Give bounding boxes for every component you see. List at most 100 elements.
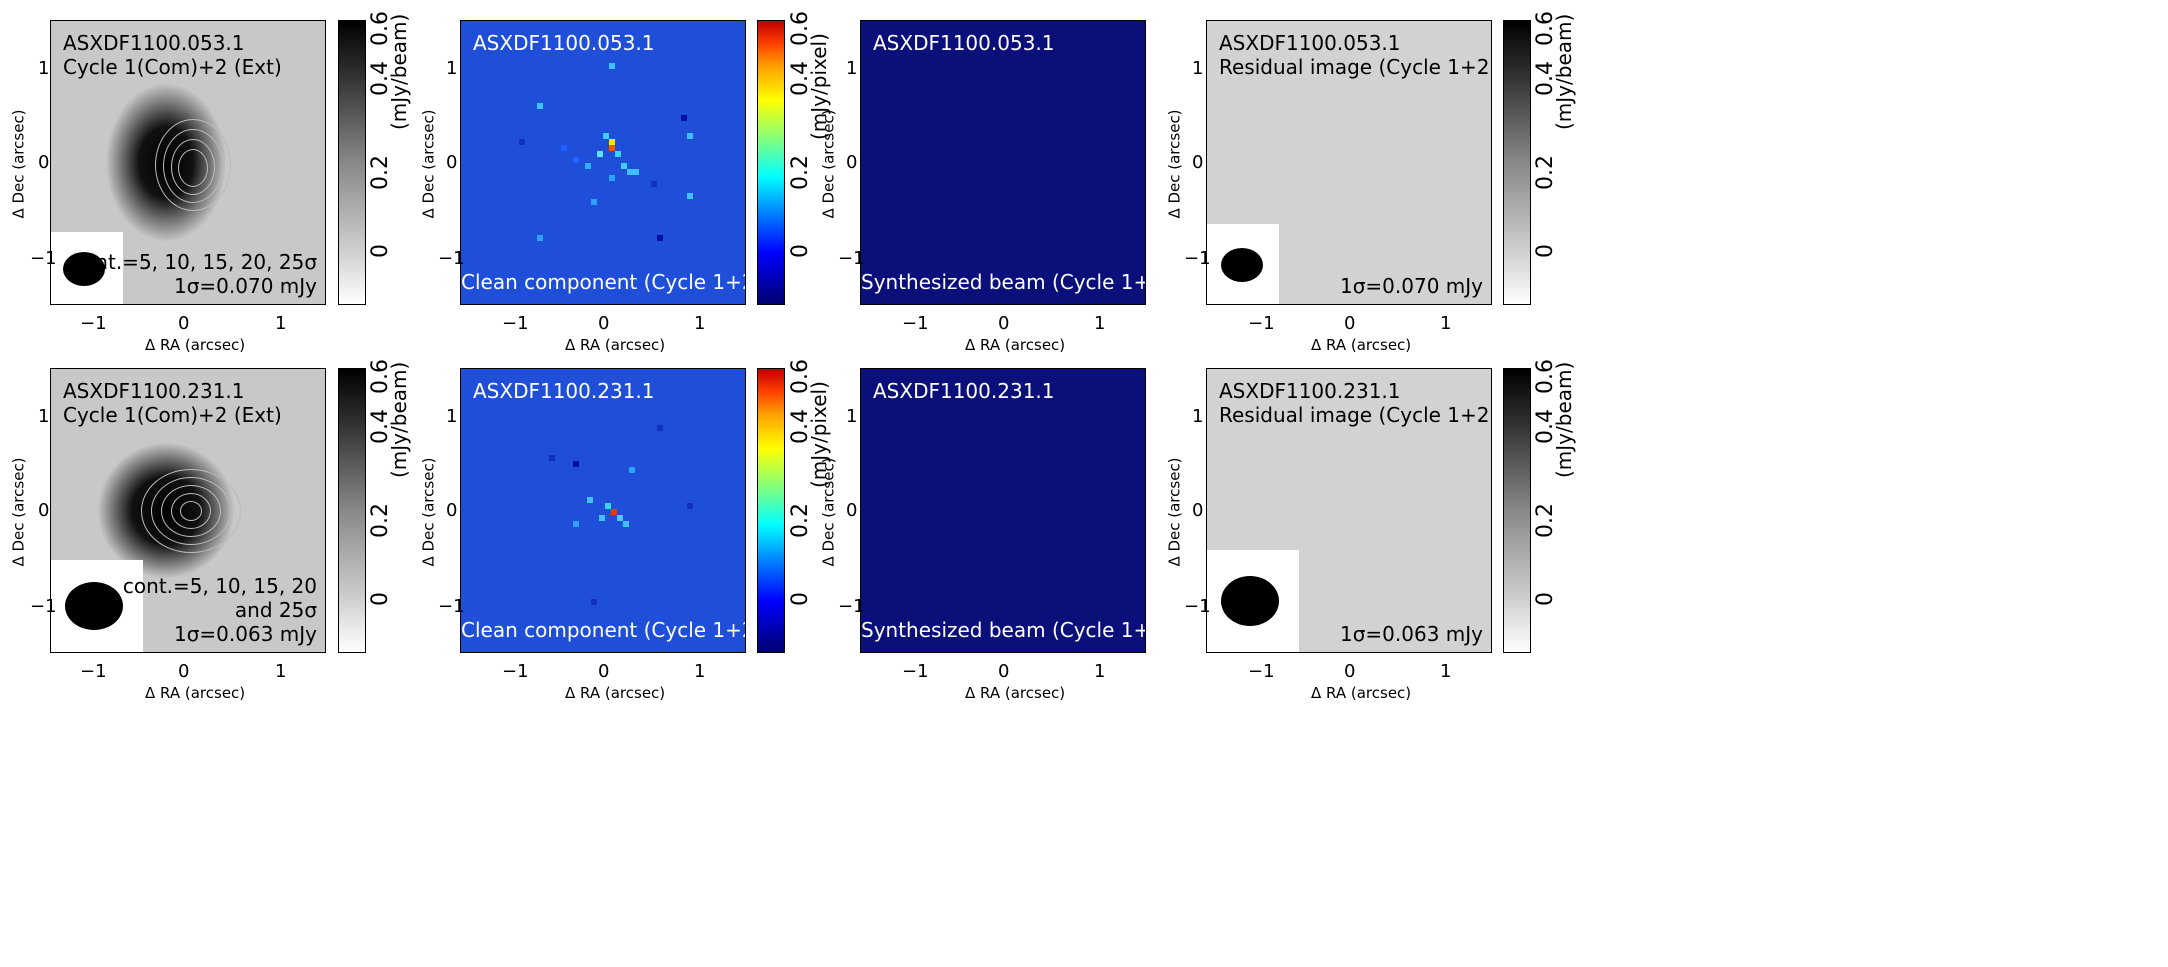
clean-pixel: [573, 521, 579, 527]
clean-pixel: [687, 133, 693, 139]
clean-pixel: [519, 139, 525, 145]
cbar-tick-0: 0: [1533, 592, 1558, 606]
clean-pixel: [573, 157, 579, 163]
ytick-m1: −1: [438, 596, 465, 617]
beam-inset: [51, 560, 143, 652]
xtick-1: 1: [694, 661, 706, 682]
colorbar-gray-row1: [338, 20, 366, 305]
xtick-1: 1: [1440, 313, 1452, 334]
clean-component-panel-row1: ASXDF1100.053.1 Clean component (Cycle 1…: [460, 20, 746, 305]
source-name: ASXDF1100.053.1: [873, 31, 1055, 55]
clean-pixel: [609, 63, 615, 69]
clean-pixel: [627, 169, 633, 175]
residual-subtitle: Residual image (Cycle 1+2): [1219, 403, 1492, 427]
xtick-m1: −1: [502, 661, 529, 682]
source-name: ASXDF1100.053.1 Cycle 1(Com)+2 (Ext): [63, 31, 282, 79]
x-axis-label: Δ RA (arcsec): [1311, 336, 1412, 354]
beam-inset: [51, 232, 123, 304]
ytick-1: 1: [38, 58, 50, 79]
ytick-1: 1: [38, 406, 50, 427]
clean-pixel: [623, 521, 629, 527]
xtick-0: 0: [998, 313, 1010, 334]
xtick-1: 1: [694, 313, 706, 334]
cbar-unit: (mJy/beam): [387, 361, 411, 478]
xtick-m1: −1: [502, 313, 529, 334]
contour-1: [141, 469, 241, 553]
beam-inset: [1207, 224, 1279, 304]
contour-1: [155, 119, 231, 211]
clean-pixel: [587, 497, 593, 503]
clean-pixel: [615, 151, 621, 157]
xtick-0: 0: [1344, 661, 1356, 682]
contour-3: [171, 139, 215, 195]
beam-label: Synthesized beam (Cycle 1+2): [861, 270, 1146, 294]
ytick-m1: −1: [438, 248, 465, 269]
clean-component-label: Clean component (Cycle 1+2): [461, 270, 746, 294]
ytick-1: 1: [1192, 58, 1204, 79]
xtick-m1: −1: [1248, 313, 1275, 334]
beam-label: Synthesized beam (Cycle 1+2): [861, 618, 1146, 642]
y-axis-label: Δ Dec (arcsec): [1165, 457, 1184, 567]
residual-panel-row2: ASXDF1100.231.1 Residual image (Cycle 1+2…: [1206, 368, 1492, 653]
xtick-1: 1: [1094, 661, 1106, 682]
clean-pixel: [585, 163, 591, 169]
beam-ellipse: [63, 252, 105, 286]
ytick-0: 0: [38, 500, 50, 521]
cbar-tick-02: 0.2: [1533, 155, 1558, 190]
beam-ellipse: [65, 582, 123, 630]
y-axis-label: Δ Dec (arcsec): [9, 109, 28, 219]
residual-panel-row1: ASXDF1100.053.1 Residual image (Cycle 1+2…: [1206, 20, 1492, 305]
xtick-0: 0: [598, 313, 610, 334]
ytick-1: 1: [846, 406, 858, 427]
x-axis-label: Δ RA (arcsec): [1311, 684, 1412, 702]
clean-pixel: [549, 455, 555, 461]
clean-pixel: [537, 235, 543, 241]
source-name: ASXDF1100.231.1 Residual image (Cycle 1+2…: [1219, 379, 1492, 427]
ytick-0: 0: [38, 152, 50, 173]
colorbar-gray-row2: [338, 368, 366, 653]
x-axis-label: Δ RA (arcsec): [145, 336, 246, 354]
clean-pixel: [687, 193, 693, 199]
map-panel-row1: ASXDF1100.053.1 Cycle 1(Com)+2 (Ext) cont…: [50, 20, 326, 305]
xtick-0: 0: [998, 661, 1010, 682]
cbar-tick-0: 0: [788, 244, 813, 258]
cbar-tick-0: 0: [788, 592, 813, 606]
cbar-tick-0: 0: [368, 592, 393, 606]
contour-2: [151, 477, 231, 545]
ytick-m1: −1: [30, 248, 57, 269]
beam-inset: [1207, 550, 1299, 652]
cbar-tick-02: 0.2: [1533, 503, 1558, 538]
ytick-0: 0: [846, 500, 858, 521]
source-name: ASXDF1100.053.1: [473, 31, 655, 55]
clean-pixel: [605, 503, 611, 509]
sigma-note: 1σ=0.063 mJy: [174, 622, 317, 646]
ytick-m1: −1: [838, 596, 865, 617]
y-axis-label: Δ Dec (arcsec): [819, 109, 838, 219]
clean-pixel: [651, 181, 657, 187]
ytick-1: 1: [846, 58, 858, 79]
sigma-note: 1σ=0.070 mJy: [174, 274, 317, 298]
clean-pixel: [687, 503, 693, 509]
clean-pixel: [657, 425, 663, 431]
xtick-m1: −1: [1248, 661, 1275, 682]
ytick-m1: −1: [838, 248, 865, 269]
xtick-0: 0: [178, 313, 190, 334]
clean-pixel: [609, 175, 615, 181]
ytick-m1: −1: [1184, 248, 1211, 269]
map-subtitle: Cycle 1(Com)+2 (Ext): [63, 403, 282, 427]
clean-pixel: [597, 151, 603, 157]
cbar-tick-0: 0: [1533, 244, 1558, 258]
x-axis-label: Δ RA (arcsec): [145, 684, 246, 702]
x-axis-label: Δ RA (arcsec): [965, 684, 1066, 702]
clean-pixel: [537, 103, 543, 109]
cbar-tick-0: 0: [368, 244, 393, 258]
clean-pixel: [633, 169, 639, 175]
y-axis-label: Δ Dec (arcsec): [1165, 109, 1184, 219]
clean-component-panel-row2: ASXDF1100.231.1 Clean component (Cycle 1…: [460, 368, 746, 653]
cbar-tick-02: 0.2: [368, 503, 393, 538]
cbar-tick-02: 0.2: [788, 155, 813, 190]
clean-pixel: [681, 115, 687, 121]
clean-pixel: [617, 515, 623, 521]
contour-4: [171, 493, 211, 529]
clean-pixel: [573, 461, 579, 467]
